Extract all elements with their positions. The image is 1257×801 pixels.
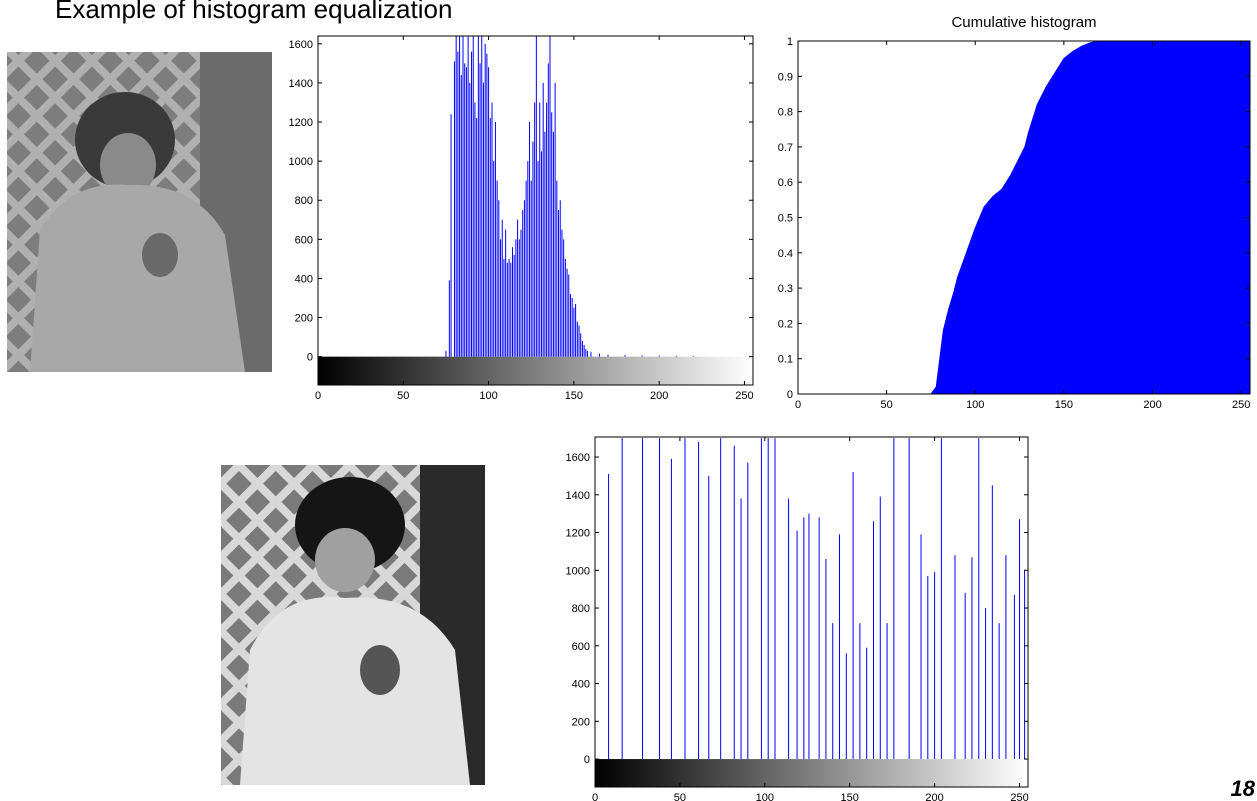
plot-area <box>318 36 753 385</box>
x-tick-label: 50 <box>397 390 409 402</box>
y-tick-label: 0 <box>307 352 313 364</box>
gray-colorbar <box>318 356 753 385</box>
cumulative-area <box>798 40 1251 395</box>
slide-title: Example of histogram equalization <box>55 0 452 24</box>
y-tick-label: 0.5 <box>778 213 793 225</box>
y-tick-label: 1 <box>787 36 793 48</box>
x-tick-label: 100 <box>756 792 774 801</box>
y-tick-label: 0.2 <box>778 318 793 330</box>
y-tick-label: 0.1 <box>778 354 793 366</box>
x-tick-label: 200 <box>1143 399 1161 411</box>
y-tick-label: 1200 <box>289 117 313 129</box>
x-tick-label: 50 <box>881 399 893 411</box>
x-tick-label: 0 <box>315 390 321 402</box>
y-tick-label: 0.8 <box>778 107 793 119</box>
y-tick-label: 1600 <box>289 39 313 51</box>
y-tick-label: 800 <box>572 603 590 615</box>
y-tick-label: 0 <box>584 754 590 766</box>
x-tick-label: 150 <box>1055 399 1073 411</box>
y-tick-label: 200 <box>295 313 313 325</box>
y-tick-label: 800 <box>295 195 313 207</box>
gray-colorbar <box>595 759 1028 787</box>
y-tick-label: 600 <box>295 234 313 246</box>
y-tick-label: 1200 <box>566 528 590 540</box>
y-tick-label: 0.9 <box>778 71 793 83</box>
y-tick-label: 0.6 <box>778 177 793 189</box>
y-tick-label: 400 <box>295 273 313 285</box>
y-tick-label: 200 <box>572 716 590 728</box>
y-tick-label: 400 <box>572 679 590 691</box>
x-tick-label: 0 <box>592 792 598 801</box>
y-tick-label: 0.7 <box>778 142 793 154</box>
x-tick-label: 250 <box>1010 792 1028 801</box>
plot-area <box>595 437 1028 787</box>
y-tick-label: 1000 <box>289 156 313 168</box>
y-tick-label: 1600 <box>566 452 590 464</box>
x-tick-label: 0 <box>795 399 801 411</box>
y-tick-label: 1400 <box>289 78 313 90</box>
original-photo <box>7 52 272 372</box>
y-tick-label: 600 <box>572 641 590 653</box>
x-tick-label: 250 <box>1232 399 1250 411</box>
equalized-photo <box>221 465 485 785</box>
y-tick-label: 1400 <box>566 490 590 502</box>
y-tick-label: 1000 <box>566 565 590 577</box>
axes-frame <box>594 436 1029 788</box>
y-tick-label: 0 <box>787 389 793 401</box>
chart-title: Cumulative histogram <box>951 14 1096 31</box>
x-tick-label: 100 <box>966 399 984 411</box>
x-tick-label: 200 <box>925 792 943 801</box>
page-number: 18 <box>1231 776 1256 801</box>
x-tick-label: 150 <box>565 390 583 402</box>
axes-frame <box>317 35 754 386</box>
x-tick-label: 250 <box>735 390 753 402</box>
x-tick-label: 50 <box>674 792 686 801</box>
x-tick-label: 200 <box>650 390 668 402</box>
y-tick-label: 0.4 <box>778 248 793 260</box>
x-tick-label: 100 <box>479 390 497 402</box>
y-tick-label: 0.3 <box>778 283 793 295</box>
x-tick-label: 150 <box>841 792 859 801</box>
